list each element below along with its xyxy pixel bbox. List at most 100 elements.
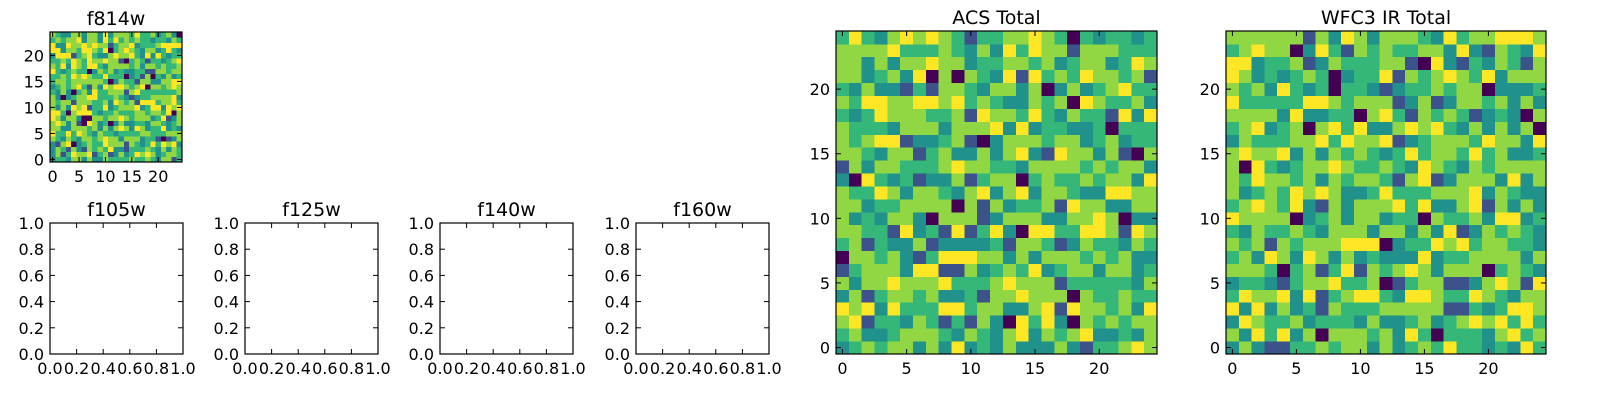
heatmap-cell [139, 141, 146, 147]
heatmap-cell [1105, 43, 1119, 58]
heatmap-cell [1456, 302, 1470, 316]
heatmap-cell [990, 315, 1004, 329]
heatmap-cell [874, 95, 888, 109]
heatmap-cell [1290, 56, 1304, 71]
heatmap-cell [1118, 315, 1132, 329]
heatmap-cell [1507, 147, 1521, 161]
heatmap-cell [1379, 276, 1393, 290]
heatmap-cell [86, 84, 93, 90]
heatmap-cell [71, 115, 77, 121]
heatmap-cell [887, 302, 901, 316]
heatmap-cell [1418, 237, 1432, 252]
heatmap-cell [1520, 69, 1534, 84]
heatmap-cell [129, 52, 135, 59]
heatmap-cell [848, 121, 863, 135]
heatmap-cell [1054, 263, 1068, 277]
heatmap-cell [118, 156, 125, 163]
heatmap-cell [1054, 211, 1068, 226]
heatmap-cell [139, 130, 146, 137]
heatmap-cell [139, 110, 146, 116]
heatmap-cell [102, 68, 109, 74]
heatmap-cell [1354, 173, 1368, 187]
heatmap-cell [71, 68, 77, 74]
heatmap-cell [1456, 315, 1470, 329]
heatmap-cell [1067, 315, 1081, 329]
heatmap-cell [1379, 160, 1393, 174]
heatmap-cell [1443, 69, 1457, 84]
heatmap-cell [1054, 31, 1068, 45]
heatmap-cell [134, 110, 141, 116]
heatmap-cell [1456, 121, 1470, 135]
heatmap-cell [1131, 160, 1145, 174]
heatmap-cell [113, 68, 120, 74]
heatmap-cell [1251, 302, 1265, 316]
heatmap-cell [134, 58, 141, 64]
heatmap-cell [76, 130, 83, 137]
heatmap-cell [951, 315, 965, 329]
heatmap-cell [990, 160, 1004, 174]
heatmap-cell [145, 78, 151, 85]
heatmap-cell [118, 120, 125, 126]
heatmap-cell [1315, 31, 1329, 45]
heatmap-cell [145, 42, 151, 48]
heatmap-cell [139, 156, 146, 163]
heatmap-cell [1533, 108, 1547, 122]
heatmap-cell [1041, 237, 1055, 252]
heatmap-cell [171, 141, 178, 147]
heatmap-cell [1482, 289, 1496, 303]
heatmap-cell [92, 58, 98, 64]
heatmap-cell [861, 69, 875, 84]
heatmap-cell [1482, 250, 1496, 264]
heatmap-cell [166, 52, 172, 59]
heatmap-cell [176, 89, 183, 95]
heatmap-cell [76, 125, 83, 132]
heatmap-cell [1028, 56, 1042, 71]
heatmap-cell [1118, 276, 1132, 290]
heatmap-cell [1002, 211, 1017, 226]
heatmap-cell [887, 276, 901, 290]
heatmap-cell [1392, 289, 1406, 303]
heatmap-cell [1277, 56, 1291, 71]
y-tick-label: 5 [34, 124, 44, 143]
heatmap-cell [55, 47, 61, 54]
heatmap-cell [123, 63, 130, 69]
heatmap-cell [836, 43, 850, 58]
heatmap-cell [76, 73, 83, 80]
heatmap-cell [913, 276, 927, 290]
heatmap-cell [1118, 237, 1132, 252]
heatmap-cell [874, 56, 888, 71]
heatmap-cell [1067, 341, 1081, 355]
heatmap-cell [145, 120, 151, 126]
heatmap-cell [1482, 328, 1496, 342]
heatmap-cell [160, 73, 167, 80]
heatmap-cell [964, 186, 978, 200]
heatmap-cell [938, 147, 952, 161]
heatmap-cell [1533, 198, 1547, 213]
heatmap-cell [1131, 289, 1145, 303]
heatmap-cell [925, 289, 940, 303]
heatmap-cell [60, 151, 67, 158]
heatmap-cell [92, 52, 98, 59]
heatmap-cell [977, 108, 991, 122]
heatmap-cell [990, 302, 1004, 316]
heatmap-cell [139, 99, 146, 106]
heatmap-cell [1238, 186, 1252, 200]
heatmap-cell [160, 42, 167, 48]
heatmap-cell [1067, 160, 1081, 174]
heatmap-cell [1341, 289, 1355, 303]
y-tick-label: 10 [1200, 209, 1220, 228]
heatmap-cell [1251, 147, 1265, 161]
heatmap-cell [861, 108, 875, 122]
heatmap-cell [1290, 43, 1304, 58]
heatmap-cell [1469, 289, 1483, 303]
heatmap-cell [1443, 237, 1457, 252]
heatmap-cell [1067, 198, 1081, 213]
heatmap-cell [1264, 237, 1278, 252]
y-tick-label: 0.6 [605, 266, 630, 285]
heatmap-cell [1328, 95, 1342, 109]
heatmap-cell [1002, 82, 1017, 96]
heatmap-cell [166, 94, 172, 100]
heatmap-cell [1002, 160, 1017, 174]
heatmap-cell [1041, 198, 1055, 213]
